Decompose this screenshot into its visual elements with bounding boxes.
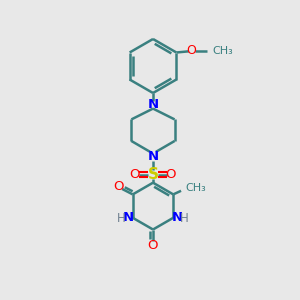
Text: O: O	[148, 238, 158, 252]
Text: H: H	[117, 212, 126, 225]
Text: O: O	[166, 168, 176, 181]
Text: N: N	[123, 211, 134, 224]
Text: O: O	[187, 44, 196, 57]
Text: N: N	[147, 149, 159, 163]
Text: H: H	[180, 212, 189, 225]
Text: S: S	[148, 167, 158, 182]
Text: O: O	[114, 180, 124, 193]
Text: CH₃: CH₃	[186, 183, 207, 193]
Text: CH₃: CH₃	[212, 46, 233, 56]
Text: N: N	[147, 98, 159, 111]
Text: N: N	[172, 211, 183, 224]
Text: O: O	[130, 168, 140, 181]
